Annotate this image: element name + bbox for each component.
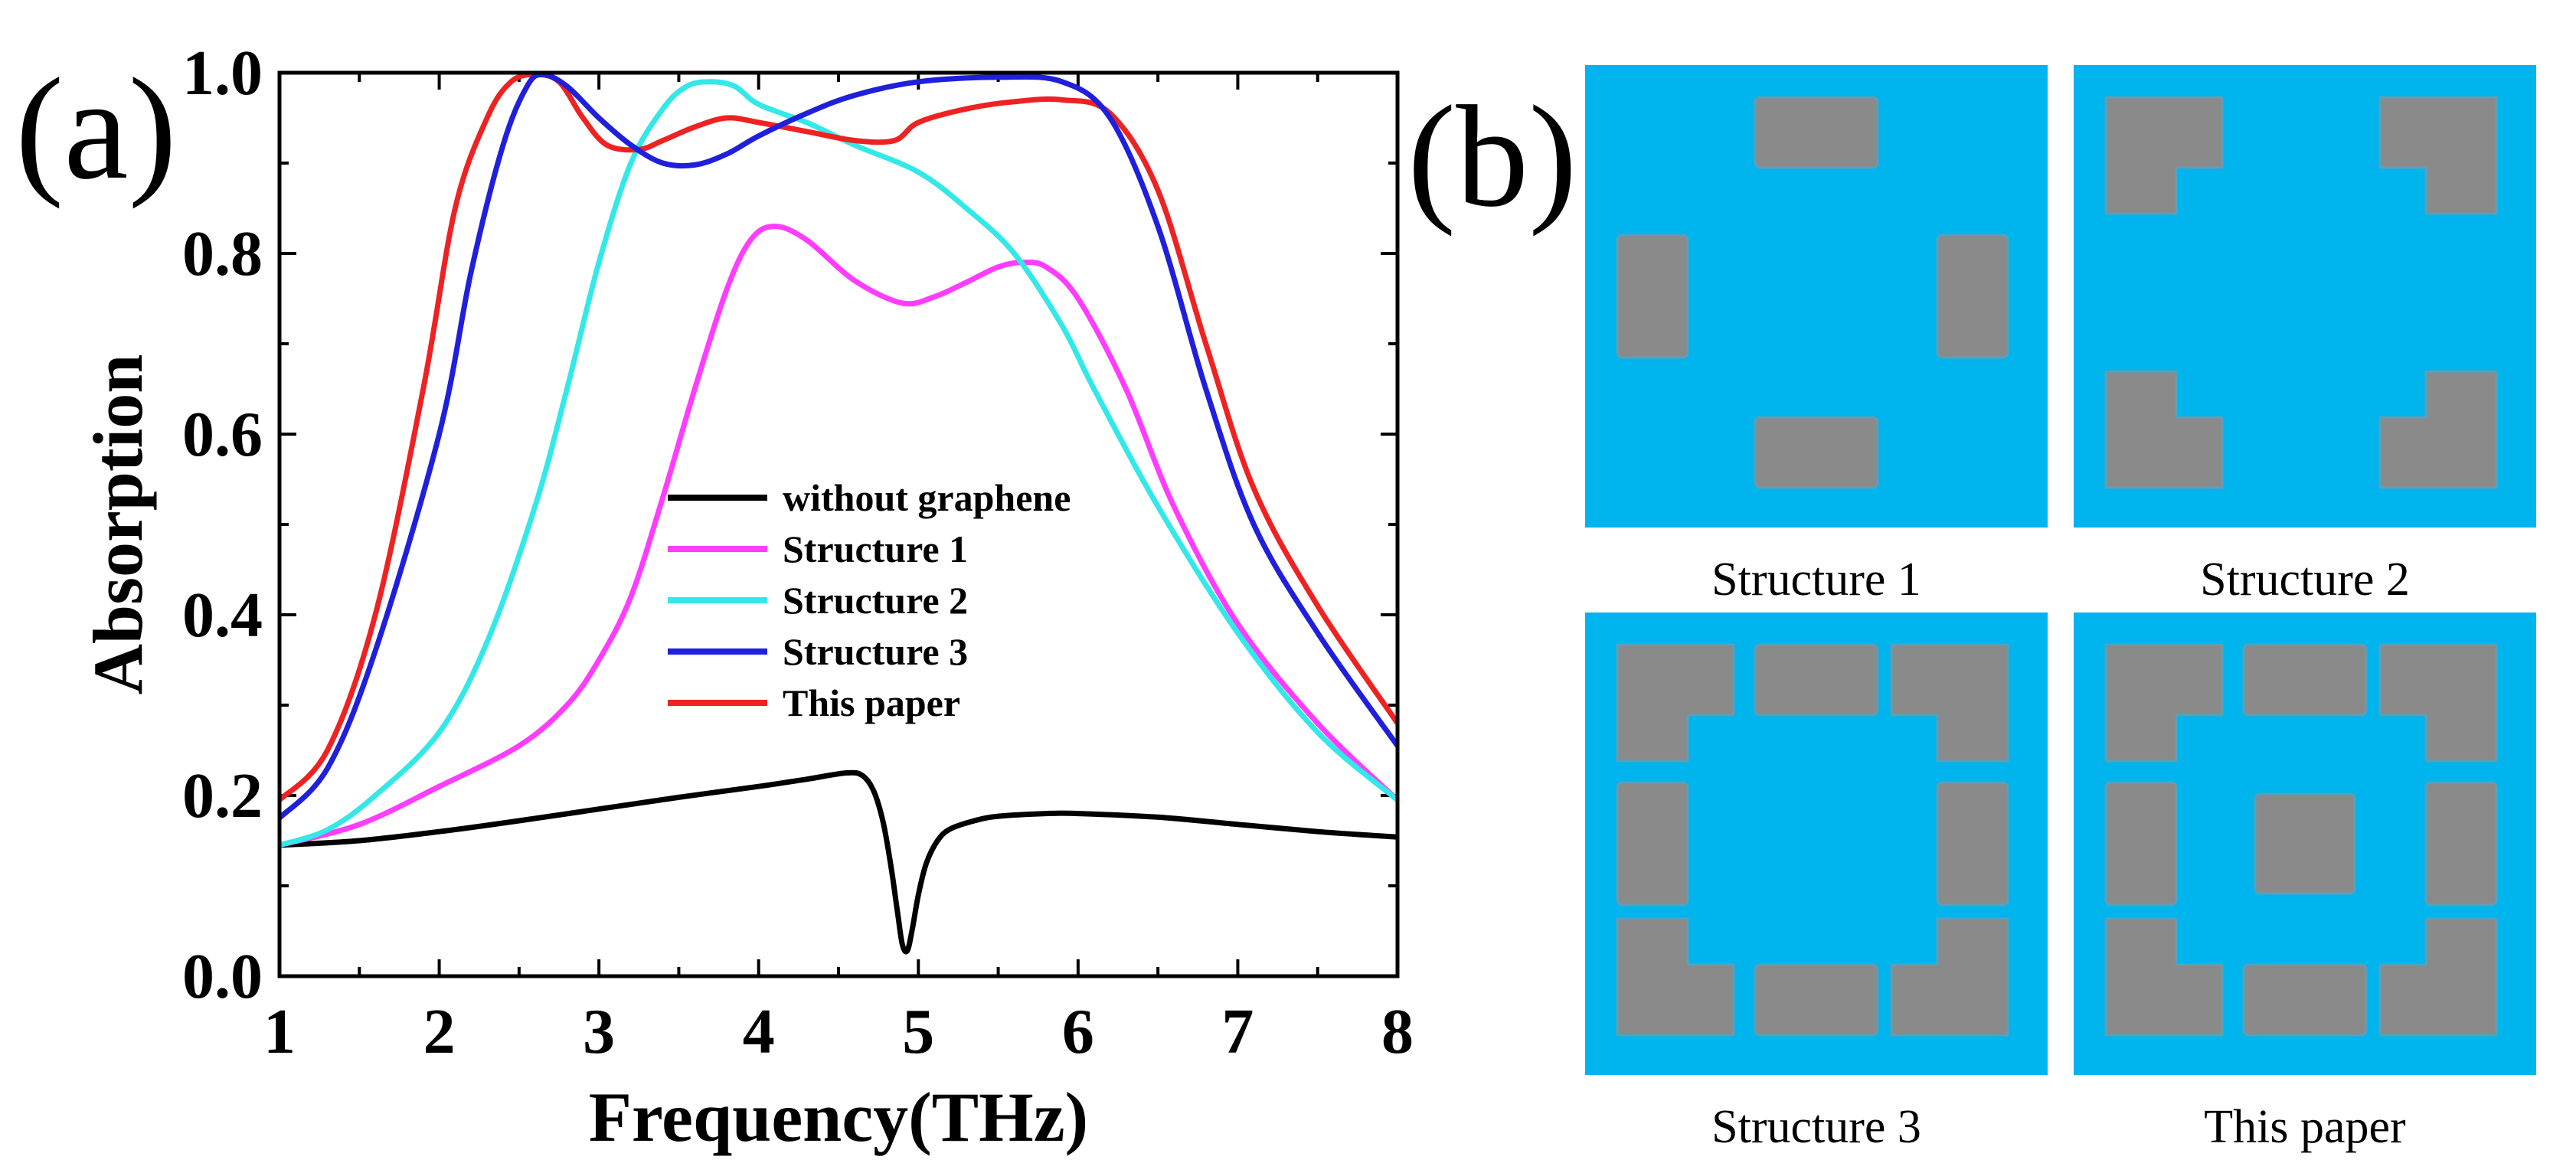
y-tick-label: 1.0 — [182, 38, 263, 109]
structure-caption: Structure 3 — [1711, 1101, 1921, 1153]
y-tick-label: 0.0 — [182, 941, 263, 1012]
graphene-patch — [2242, 963, 2368, 1037]
x-axis-label: Frequency(THz) — [589, 1078, 1088, 1156]
graphene-l-patch — [2104, 917, 2224, 1037]
graphene-patch — [1616, 234, 1689, 359]
graphene-l-patch — [1890, 917, 2009, 1037]
graphene-patch — [1936, 234, 2009, 359]
graphene-patch — [1754, 643, 1879, 717]
x-tick-label: 4 — [743, 996, 775, 1067]
y-tick-label: 0.4 — [182, 580, 263, 651]
panel-a-label: (a) — [15, 49, 177, 210]
legend-label-structure-2: Structure 2 — [783, 579, 968, 622]
x-tick-label: 1 — [263, 996, 296, 1067]
graphene-l-patch — [2378, 370, 2498, 489]
x-tick-label: 8 — [1381, 996, 1414, 1067]
series-line-structure-1 — [279, 224, 1400, 848]
x-tick-label: 7 — [1221, 996, 1254, 1067]
structure-grid: Structure 1 Structure 2 Structure 3 This pa… — [1585, 65, 2536, 1153]
graphene-patch — [1754, 96, 1879, 169]
structure-caption: This paper — [2204, 1101, 2406, 1153]
absorption-chart: 1 2 3 4 5 6 7 8 0.0 0.2 0.4 0.6 0.8 1.0 Frequency(THz… — [79, 38, 1414, 1156]
graphene-patch — [2242, 643, 2368, 717]
tick-marks — [278, 71, 1399, 978]
plot-frame — [277, 70, 1400, 978]
graphene-patch — [2104, 781, 2178, 906]
legend-label-structure-1: Structure 1 — [783, 528, 968, 570]
x-tick-label: 5 — [902, 996, 934, 1067]
graphene-patch — [1754, 416, 1879, 489]
legend: without graphene Structure 1 Structure 2 St… — [668, 476, 1071, 724]
graphene-l-patch — [1890, 643, 2009, 763]
series-layer — [277, 71, 1400, 955]
y-tick-label: 0.8 — [182, 218, 263, 289]
x-tick-label: 6 — [1062, 996, 1094, 1067]
series-line-without-graphene — [279, 769, 1398, 955]
tick-labels: 1 2 3 4 5 6 7 8 0.0 0.2 0.4 0.6 0.8 1.0 — [182, 38, 1414, 1067]
series-line-structure-2 — [278, 79, 1400, 848]
graphene-patch — [1936, 781, 2009, 906]
graphene-l-patch — [2378, 643, 2498, 763]
structure-caption: Structure 2 — [2200, 554, 2410, 606]
graphene-l-patch — [2104, 96, 2224, 215]
x-tick-label: 3 — [583, 996, 615, 1067]
y-axis-label: Absorption — [79, 354, 157, 695]
structure-panel-structure-1: Structure 1 — [1585, 65, 2048, 606]
x-tick-label: 2 — [423, 996, 456, 1067]
panel-b-label: (b) — [1407, 77, 1577, 237]
graphene-l-patch — [1616, 643, 1735, 763]
legend-label-without-graphene: without graphene — [783, 476, 1071, 519]
structure-panel-structure-2: Structure 2 — [2074, 65, 2536, 606]
graphene-l-patch — [2104, 643, 2224, 763]
legend-label-this-paper: This paper — [783, 681, 960, 724]
y-tick-label: 0.6 — [182, 399, 263, 470]
graphene-l-patch — [2378, 917, 2498, 1037]
graphene-l-patch — [1616, 917, 1735, 1037]
graphene-l-patch — [2378, 96, 2498, 215]
structure-panel-structure-3: Structure 3 — [1585, 612, 2048, 1153]
graphene-patch — [2254, 792, 2356, 895]
series-line-this-paper — [277, 71, 1400, 802]
y-tick-label: 0.2 — [182, 760, 263, 831]
legend-label-structure-3: Structure 3 — [783, 630, 968, 673]
structure-panel-this-paper: This paper — [2074, 612, 2536, 1153]
structure-caption: Structure 1 — [1711, 554, 1921, 606]
graphene-l-patch — [2104, 370, 2224, 489]
series-line-structure-3 — [277, 71, 1400, 821]
graphene-patch — [2424, 781, 2498, 906]
graphene-patch — [1616, 781, 1689, 906]
graphene-patch — [1754, 963, 1879, 1037]
